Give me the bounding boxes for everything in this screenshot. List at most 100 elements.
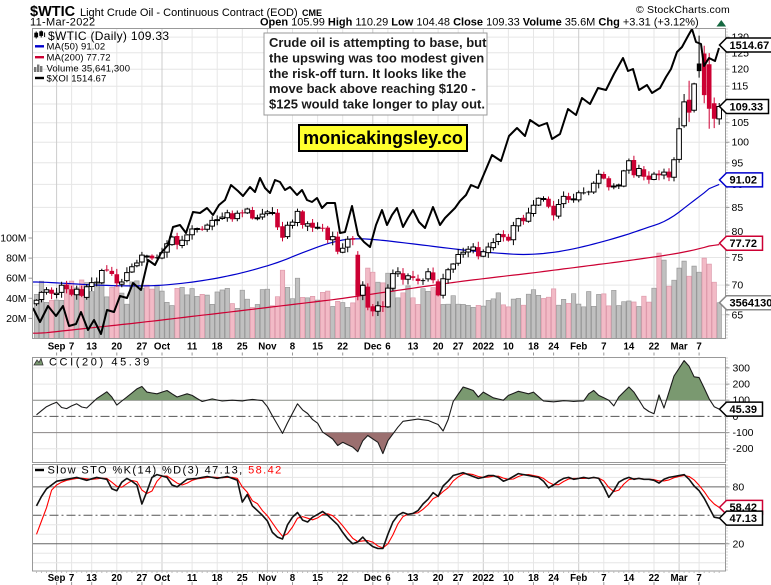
svg-text:7: 7 <box>696 573 701 584</box>
svg-text:70: 70 <box>732 280 744 292</box>
svg-text:move back above reaching $120: move back above reaching $120 - <box>269 81 476 96</box>
svg-text:22: 22 <box>649 342 660 353</box>
svg-text:75: 75 <box>732 252 744 264</box>
svg-text:MA(200) 77.72: MA(200) 77.72 <box>47 53 111 64</box>
svg-text:8: 8 <box>290 573 296 584</box>
svg-text:MA(50) 91.02: MA(50) 91.02 <box>47 42 106 53</box>
svg-text:80: 80 <box>732 226 744 238</box>
svg-text:105: 105 <box>732 117 750 129</box>
svg-text:Slow STO %K(14) %D(3) 47.13, 5: Slow STO %K(14) %D(3) 47.13, 58.42 <box>48 465 283 477</box>
svg-text:20: 20 <box>111 342 122 353</box>
svg-text:22: 22 <box>337 342 348 353</box>
svg-text:$WTIC (Daily) 109.33: $WTIC (Daily) 109.33 <box>48 29 169 43</box>
svg-text:109.33: 109.33 <box>730 101 764 113</box>
svg-text:15: 15 <box>312 573 323 584</box>
svg-text:$XOI 1514.67: $XOI 1514.67 <box>47 74 107 85</box>
svg-text:85: 85 <box>732 202 744 214</box>
svg-text:Mar: Mar <box>670 342 687 353</box>
svg-text:80M: 80M <box>6 253 26 265</box>
svg-text:Open 105.99 High 110.29 Low 10: Open 105.99 High 110.29 Low 104.48 Close… <box>260 17 699 29</box>
svg-text:monicakingsley.co: monicakingsley.co <box>303 128 463 148</box>
svg-text:13: 13 <box>408 573 419 584</box>
svg-text:7: 7 <box>601 573 606 584</box>
svg-text:CME: CME <box>302 8 322 18</box>
svg-text:95: 95 <box>732 157 744 169</box>
svg-text:6: 6 <box>385 573 391 584</box>
svg-text:20: 20 <box>433 573 444 584</box>
svg-text:CCI(20) 45.39: CCI(20) 45.39 <box>49 357 152 369</box>
svg-text:$WTIC: $WTIC <box>30 4 76 20</box>
svg-text:14: 14 <box>624 573 635 584</box>
svg-text:8: 8 <box>290 342 296 353</box>
svg-text:35641300: 35641300 <box>730 298 771 310</box>
svg-text:120: 120 <box>732 64 750 76</box>
svg-text:the risk-off turn. It looks li: the risk-off turn. It looks like the <box>269 66 466 81</box>
svg-text:the upswing was too modest giv: the upswing was too modest given <box>269 50 484 65</box>
svg-text:22: 22 <box>649 573 660 584</box>
svg-text:0: 0 <box>733 411 739 423</box>
svg-text:24: 24 <box>548 342 559 353</box>
svg-text:20: 20 <box>433 342 444 353</box>
svg-text:11-Mar-2022: 11-Mar-2022 <box>30 17 95 29</box>
svg-text:-100: -100 <box>733 427 754 439</box>
svg-text:100: 100 <box>732 137 750 149</box>
svg-text:10: 10 <box>503 342 514 353</box>
svg-text:27: 27 <box>137 342 148 353</box>
svg-text:100M: 100M <box>0 233 26 245</box>
svg-text:11: 11 <box>187 573 198 584</box>
svg-text:2022: 2022 <box>473 573 495 584</box>
svg-text:24: 24 <box>548 573 559 584</box>
svg-text:$125 would take longer to play: $125 would take longer to play out. <box>269 97 485 112</box>
svg-text:-200: -200 <box>733 443 754 455</box>
svg-text:Oct: Oct <box>154 573 171 584</box>
svg-text:© StockCharts.com: © StockCharts.com <box>636 4 730 16</box>
svg-text:7: 7 <box>601 342 606 353</box>
svg-text:Nov: Nov <box>258 342 277 353</box>
svg-text:Light Crude Oil - Continuous C: Light Crude Oil - Continuous Contract (E… <box>80 7 298 19</box>
svg-text:6: 6 <box>385 342 391 353</box>
svg-text:80: 80 <box>733 481 745 493</box>
svg-text:20M: 20M <box>6 313 26 325</box>
svg-text:18: 18 <box>528 342 539 353</box>
svg-text:Dec: Dec <box>364 342 382 353</box>
svg-text:91.02: 91.02 <box>730 175 758 187</box>
svg-text:Sep: Sep <box>48 342 66 353</box>
svg-text:27: 27 <box>453 342 464 353</box>
svg-text:7: 7 <box>69 573 74 584</box>
svg-text:Sep: Sep <box>48 573 66 584</box>
svg-text:18: 18 <box>528 573 539 584</box>
svg-text:7: 7 <box>69 342 74 353</box>
svg-text:60M: 60M <box>6 273 26 285</box>
svg-text:27: 27 <box>137 573 148 584</box>
svg-text:10: 10 <box>503 573 514 584</box>
svg-text:Feb: Feb <box>570 573 587 584</box>
svg-text:Nov: Nov <box>258 573 277 584</box>
svg-text:13: 13 <box>408 342 419 353</box>
svg-text:300: 300 <box>733 362 751 374</box>
svg-text:11: 11 <box>187 342 198 353</box>
svg-text:15: 15 <box>312 342 323 353</box>
svg-text:Volume 35,641,300: Volume 35,641,300 <box>47 64 131 75</box>
svg-text:20: 20 <box>111 573 122 584</box>
svg-text:40M: 40M <box>6 293 26 305</box>
svg-text:7: 7 <box>696 342 701 353</box>
svg-text:18: 18 <box>212 573 223 584</box>
svg-text:20: 20 <box>733 538 745 550</box>
svg-text:77.72: 77.72 <box>730 238 758 250</box>
svg-text:25: 25 <box>237 573 248 584</box>
svg-text:13: 13 <box>86 573 97 584</box>
svg-text:1514.67: 1514.67 <box>730 40 770 52</box>
svg-text:18: 18 <box>212 342 223 353</box>
svg-text:13: 13 <box>86 342 97 353</box>
svg-text:25: 25 <box>237 342 248 353</box>
svg-text:Crude oil is attempting to bas: Crude oil is attempting to base, but <box>269 35 487 50</box>
svg-text:200: 200 <box>733 379 751 391</box>
svg-text:2022: 2022 <box>473 342 495 353</box>
svg-text:115: 115 <box>732 81 749 93</box>
svg-text:27: 27 <box>453 573 464 584</box>
svg-text:Feb: Feb <box>570 342 587 353</box>
svg-text:22: 22 <box>337 573 348 584</box>
svg-text:14: 14 <box>624 342 635 353</box>
svg-text:Mar: Mar <box>670 573 687 584</box>
svg-text:Oct: Oct <box>154 342 171 353</box>
